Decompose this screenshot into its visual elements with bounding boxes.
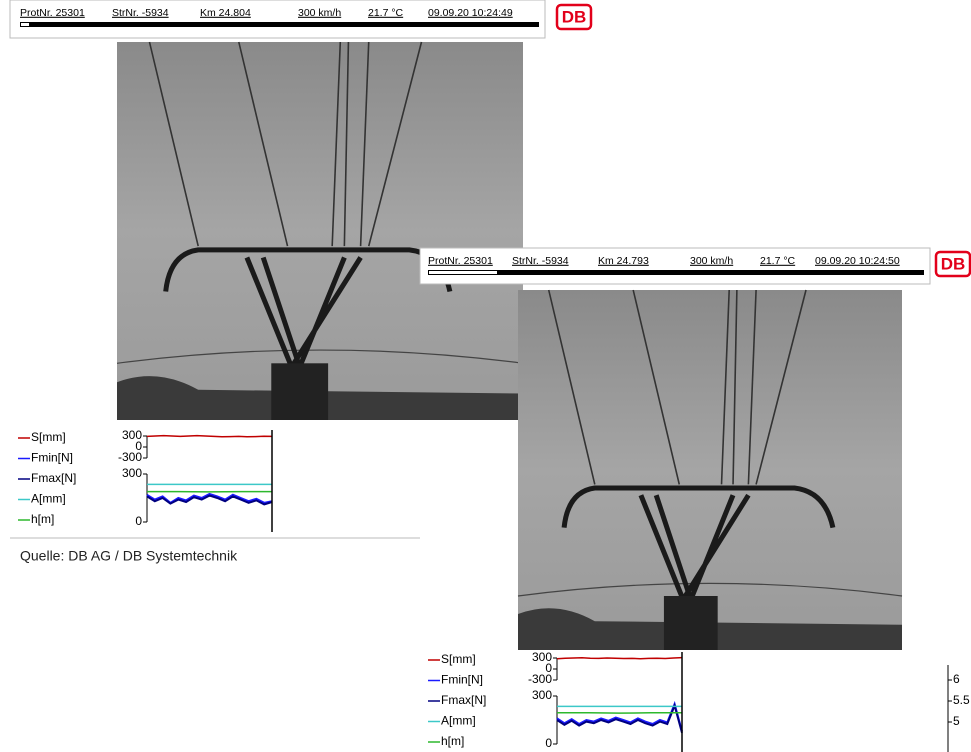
legend-label: A[mm]: [31, 492, 66, 506]
progress-bar: [20, 22, 539, 27]
legend-label: A[mm]: [441, 714, 476, 728]
status-bar: [10, 0, 545, 38]
trace: [147, 436, 272, 437]
status-field: 09.09.20 10:24:50: [815, 255, 900, 267]
status-field: Km 24.793: [598, 255, 649, 267]
s-tick-label: -300: [528, 672, 552, 686]
right-tick-label: 5: [953, 714, 960, 728]
logo: DB: [941, 254, 966, 273]
f-tick-label: 0: [545, 736, 552, 750]
status-field: Km 24.804: [200, 7, 251, 19]
progress-marker: [429, 271, 497, 274]
pantograph-base: [271, 363, 328, 420]
status-field: 21.7 °C: [368, 7, 404, 19]
legend-label: Fmin[N]: [441, 673, 483, 687]
legend-label: S[mm]: [31, 430, 66, 444]
status-field: 300 km/h: [298, 7, 341, 19]
camera-image: [518, 290, 902, 650]
status-field: StrNr. -5934: [112, 7, 169, 19]
legend-label: Fmax[N]: [441, 693, 486, 707]
pantograph-base: [664, 596, 718, 650]
status-field: 09.09.20 10:24:49: [428, 7, 513, 19]
camera-image: [117, 42, 523, 420]
screenshot: Quelle: DB AG / DB Systemtechnik ProtNr.…: [0, 0, 971, 752]
f-tick-label: 300: [122, 466, 142, 480]
trace: [557, 658, 682, 659]
status-field: 300 km/h: [690, 255, 733, 267]
legend-label: h[m]: [441, 734, 464, 748]
progress-bar: [428, 270, 924, 275]
trace: [557, 704, 682, 731]
right-tick-label: 6: [953, 672, 960, 686]
status-field: StrNr. -5934: [512, 255, 569, 267]
f-tick-label: 300: [532, 688, 552, 702]
progress-marker: [21, 23, 29, 26]
status-field: ProtNr. 25301: [428, 255, 493, 267]
right-tick-label: 5.5: [953, 693, 970, 707]
f-tick-label: 0: [135, 514, 142, 528]
legend-label: Fmin[N]: [31, 451, 73, 465]
legend-label: Fmax[N]: [31, 471, 76, 485]
s-tick-label: -300: [118, 450, 142, 464]
status-field: ProtNr. 25301: [20, 7, 85, 19]
status-field: 21.7 °C: [760, 255, 796, 267]
caption: Quelle: DB AG / DB Systemtechnik: [20, 548, 238, 564]
logo: DB: [562, 7, 587, 26]
legend-label: S[mm]: [441, 652, 476, 666]
legend-label: h[m]: [31, 512, 54, 526]
